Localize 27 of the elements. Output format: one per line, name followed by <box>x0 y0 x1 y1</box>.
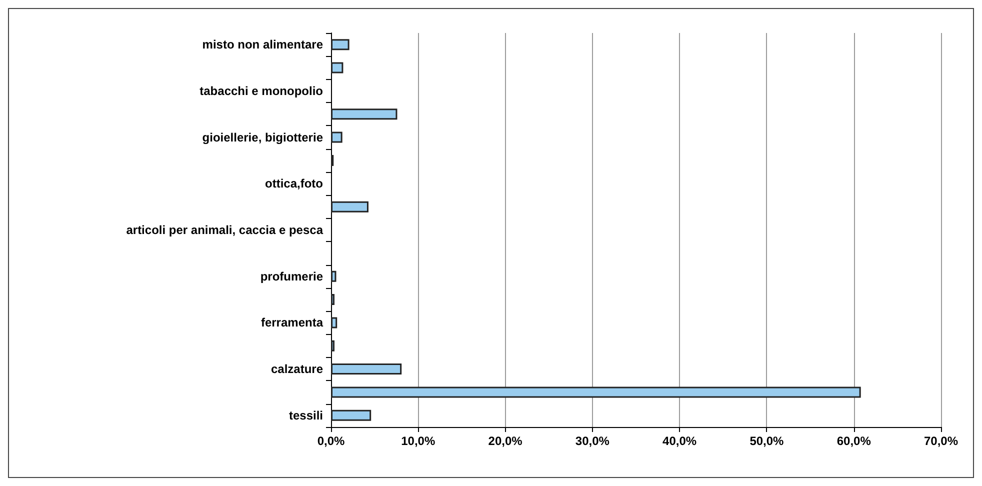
x-tick-label: 10,0% <box>401 434 436 448</box>
y-tick-label: ottica,foto <box>265 176 323 191</box>
y-tick-label: gioiellerie, bigiotterie <box>202 130 324 144</box>
bar <box>331 386 861 398</box>
bar <box>331 410 372 421</box>
bar <box>331 132 342 143</box>
y-tick-label: profumerie <box>260 269 324 284</box>
x-tick-label: 50,0% <box>750 434 784 448</box>
y-tick-label: ferramenta <box>260 316 324 330</box>
bar <box>331 39 350 50</box>
bar <box>331 270 336 282</box>
y-tick-label: misto non alimentare <box>202 38 324 52</box>
y-tick-label: tabacchi e monopolio <box>200 84 323 98</box>
x-tick-label: 30,0% <box>575 434 610 448</box>
y-tick-label: calzature <box>270 362 324 376</box>
x-tick-label: 60,0% <box>836 434 872 448</box>
bar <box>331 317 338 328</box>
bar <box>331 62 344 74</box>
x-tick-label: 20,0% <box>488 434 523 448</box>
y-tick-label: tessili <box>288 408 323 422</box>
y-tick-label: articoli per animali, caccia e pesca <box>126 223 324 237</box>
bar <box>331 108 398 120</box>
bar <box>331 201 368 212</box>
x-tick-label: 0,0% <box>317 434 345 448</box>
x-tick-label: 40,0% <box>662 434 697 448</box>
bar <box>331 364 402 375</box>
x-tick-label: 70,0% <box>924 434 958 448</box>
